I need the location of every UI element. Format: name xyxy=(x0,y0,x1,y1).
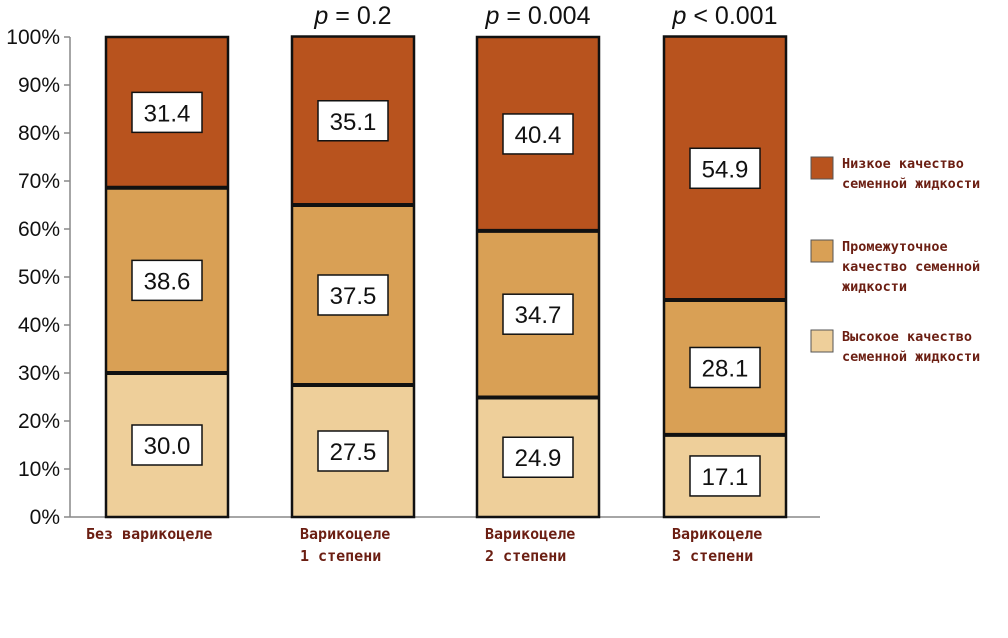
y-tick-label: 70% xyxy=(18,170,60,193)
data-label-box xyxy=(131,424,203,466)
data-label-box xyxy=(502,293,574,335)
data-label-box xyxy=(131,259,203,302)
y-tick-label: 50% xyxy=(18,266,60,289)
chart-legend: Низкое качество семенной жидкости Промежут… xyxy=(810,156,980,365)
p-value-label: p = 0.2 xyxy=(313,2,391,30)
y-tick-label: 90% xyxy=(18,74,60,97)
data-label: 35.1 xyxy=(330,109,377,136)
chart-axes: 0% 10% 20% 30% 40% 50% 60% 70% 80% 90% 100% Без вар… xyxy=(6,2,820,565)
x-category-label: Варикоцеле xyxy=(300,525,390,543)
p-value-label: p = 0.004 xyxy=(485,2,591,30)
data-label: 40.4 xyxy=(515,122,562,149)
legend-label: семенной жидкости xyxy=(842,176,980,192)
data-label-box xyxy=(317,100,389,142)
p-value-label: p < 0.001 xyxy=(672,2,778,30)
legend-label: Высокое качество xyxy=(842,329,972,345)
x-category-label: 2 степени xyxy=(485,547,566,565)
bar-outline xyxy=(662,35,788,519)
data-label: 24.9 xyxy=(515,445,562,472)
legend-label: Промежуточное xyxy=(842,239,948,255)
legend-label: Низкое качество xyxy=(842,156,964,172)
data-label-box xyxy=(689,455,761,497)
data-label: 30.0 xyxy=(144,433,191,460)
legend-swatch xyxy=(810,239,834,263)
bar-outline xyxy=(475,35,601,519)
data-label: 34.7 xyxy=(515,302,562,329)
data-label-box xyxy=(317,430,389,472)
legend-swatch xyxy=(810,329,834,353)
chart-bars xyxy=(104,35,788,519)
data-label: 38.6 xyxy=(144,268,191,295)
chart-data-labels: 30.0 38.6 31.4 27.5 37.5 35.1 24.9 34.7 40.4 17.1… xyxy=(131,91,761,497)
legend-swatch xyxy=(810,156,834,180)
legend-label: семенной жидкости xyxy=(842,349,980,365)
y-tick-label: 30% xyxy=(18,362,60,385)
data-label-box xyxy=(317,274,389,316)
data-label: 27.5 xyxy=(330,439,377,466)
x-category-label: 1 степени xyxy=(300,547,381,565)
y-tick-label: 100% xyxy=(6,26,60,49)
x-category-label: Варикоцеле xyxy=(485,525,575,543)
bar-outline xyxy=(104,35,230,519)
data-label-box xyxy=(689,346,761,389)
data-label: 54.9 xyxy=(702,156,749,183)
x-category-label: Без варикоцеле xyxy=(86,525,212,543)
y-tick-label: 80% xyxy=(18,122,60,145)
data-label: 37.5 xyxy=(330,283,377,310)
y-tick-label: 0% xyxy=(30,506,60,529)
data-label: 17.1 xyxy=(702,464,749,491)
data-label: 28.1 xyxy=(702,355,749,382)
y-tick-label: 40% xyxy=(18,314,60,337)
x-category-label: 3 степени xyxy=(672,547,753,565)
legend-label: качество семенной xyxy=(842,259,980,275)
bar-outline xyxy=(290,35,416,519)
y-tick-label: 10% xyxy=(18,458,60,481)
y-tick-label: 60% xyxy=(18,218,60,241)
data-label-box xyxy=(502,436,574,478)
x-category-label: Варикоцеле xyxy=(672,525,762,543)
data-label: 31.4 xyxy=(144,100,191,127)
data-label-box xyxy=(502,113,574,155)
data-label-box xyxy=(689,147,761,190)
legend-label: жидкости xyxy=(842,279,907,295)
y-tick-label: 20% xyxy=(18,410,60,433)
data-label-box xyxy=(131,91,203,134)
